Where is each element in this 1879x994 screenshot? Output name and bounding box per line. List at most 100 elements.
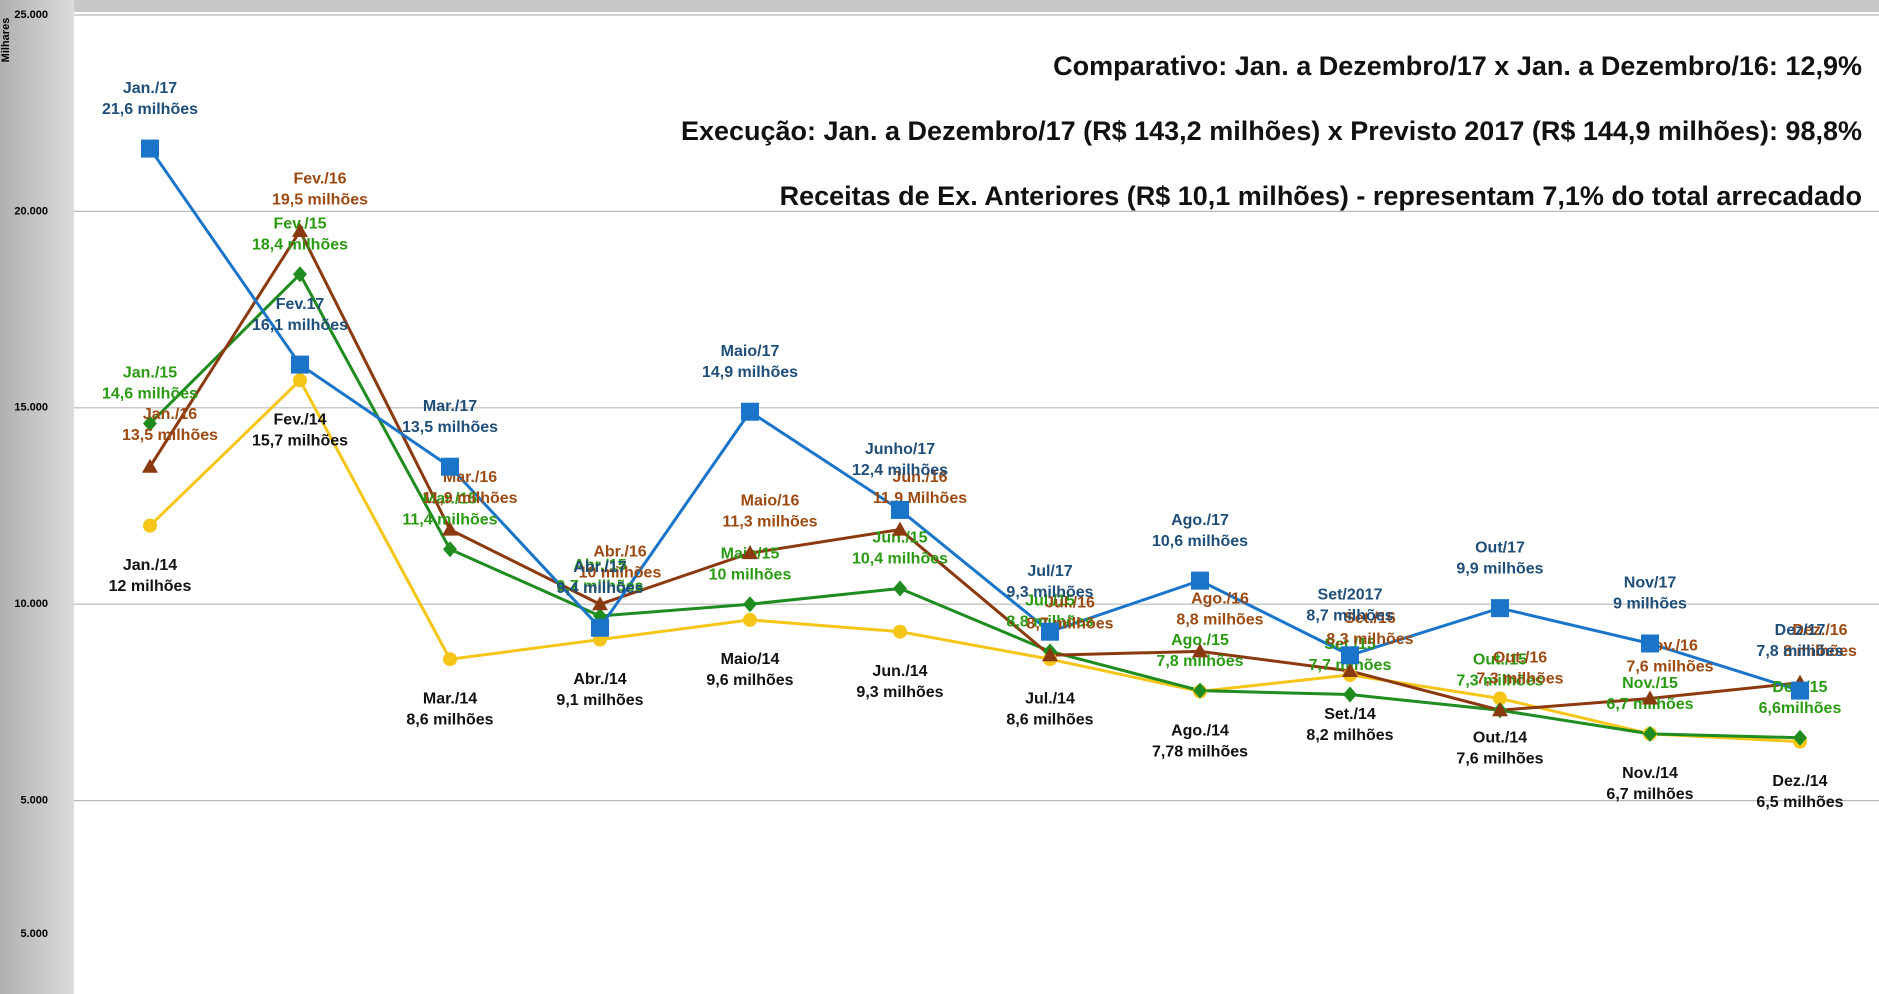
marker (1793, 729, 1807, 746)
marker (443, 652, 457, 667)
y-tick-label: 15.000 (14, 402, 48, 414)
data-label: 19,5 milhões (272, 191, 368, 208)
axis-panel (0, 0, 74, 994)
marker (1492, 702, 1508, 717)
point-name: Maio/16 (741, 492, 800, 509)
series-line (148, 147, 1801, 693)
point-name: Out/17 (1475, 539, 1525, 556)
point-name: Nov/17 (1624, 575, 1677, 592)
point-name: Fev.17 (276, 296, 325, 313)
marker (741, 402, 759, 421)
data-label: 15,7 milhões (252, 433, 348, 450)
plot-area (74, 12, 1879, 994)
marker (591, 618, 609, 637)
data-label: 9 milhões (1613, 596, 1687, 613)
data-label: 21,6 milhões (102, 101, 198, 118)
marker (442, 521, 458, 536)
data-label: 9,9 milhões (1456, 560, 1543, 577)
point-name: Jun./14 (872, 663, 927, 680)
point-name: Fev./14 (273, 412, 326, 429)
marker (293, 266, 307, 283)
marker (1191, 571, 1209, 590)
data-label: 6,6milhões (1759, 700, 1842, 717)
point-name: Set/2017 (1318, 586, 1383, 603)
data-label: 7,8 milhões (1756, 643, 1843, 660)
point-name: Mar./17 (423, 398, 477, 415)
marker (292, 223, 308, 238)
marker (1042, 647, 1058, 662)
point-name: Out./15 (1473, 651, 1527, 668)
marker (1342, 662, 1358, 677)
data-label: 6,7 milhões (1606, 786, 1693, 803)
data-label: 9,3 milhões (856, 684, 943, 701)
y-tick-label: 5.000 (20, 928, 48, 940)
point-name: Set./16 (1344, 610, 1396, 627)
data-label: 8 milhões (1783, 643, 1857, 660)
point-name: Dez./16 (1792, 622, 1847, 639)
marker (1642, 690, 1658, 705)
y-tick-label: 10.000 (14, 598, 48, 610)
point-name: Jan./14 (123, 557, 177, 574)
point-name: Ago./14 (1171, 723, 1229, 740)
data-label: 11,9 Milhões (873, 490, 967, 507)
point-name: Abr./14 (573, 671, 626, 688)
series-line (148, 271, 1801, 740)
marker (743, 612, 757, 627)
point-name: Set./14 (1324, 706, 1376, 723)
data-label: 10 milhões (579, 564, 662, 581)
data-label: 13,5 milhões (122, 427, 218, 444)
point-name: Dez./14 (1772, 773, 1827, 790)
point-name: Out./14 (1473, 730, 1527, 747)
point-name: Jul./14 (1025, 690, 1075, 707)
point-name: Nov./15 (1622, 675, 1678, 692)
point-name: Set./15 (1324, 636, 1376, 653)
data-label: 11,9 milhões (422, 490, 517, 507)
point-name: Out./16 (1493, 649, 1547, 666)
data-label: 12 milhões (109, 578, 192, 595)
data-label: 9,1 milhões (556, 692, 643, 709)
point-name: Jul./15 (1025, 593, 1075, 610)
data-label: 14,6 milhões (102, 386, 198, 403)
data-label: 12,4 milhões (852, 462, 948, 479)
data-label: 18,4 milhões (252, 236, 348, 253)
data-label: 16,1 milhões (252, 317, 348, 334)
marker (743, 596, 757, 613)
point-name: Jun./15 (872, 530, 927, 547)
y-tick-label: 25.000 (14, 9, 48, 21)
data-label: 8,6 milhões (1006, 711, 1093, 728)
point-name: Abr./16 (593, 543, 646, 560)
point-name: Junho/17 (865, 441, 935, 458)
data-label: 7,6 milhões (1456, 751, 1543, 768)
data-label: 10,6 milhões (1152, 533, 1248, 550)
annotation: Execução: Jan. a Dezembro/17 (R$ 143,2 m… (681, 116, 1862, 146)
marker (892, 521, 908, 536)
data-label: 9,7 milhões (556, 578, 643, 595)
point-name: Mar./14 (423, 690, 477, 707)
data-label: 14,9 milhões (702, 364, 798, 381)
point-name: Jan./15 (123, 365, 177, 382)
marker (891, 500, 909, 519)
point-name: Maio/14 (721, 651, 780, 668)
point-name: Ago./15 (1171, 632, 1229, 649)
series-line (148, 377, 1801, 744)
annotation: Comparativo: Jan. a Dezembro/17 x Jan. a… (1053, 51, 1862, 81)
point-name: Nov./14 (1622, 765, 1678, 782)
data-label: 8,7 milhões (1026, 615, 1113, 632)
point-name: Jan./17 (123, 80, 177, 97)
data-label: 7,8 milhões (1156, 653, 1243, 670)
y-tick-label: 20.000 (14, 205, 48, 217)
marker (1192, 643, 1208, 658)
data-label: 7,3 milhões (1476, 670, 1563, 687)
point-name: Maio/17 (721, 343, 780, 360)
point-name: Ago./17 (1171, 512, 1229, 529)
marker (291, 355, 309, 374)
data-label: 8,8 milhões (1176, 612, 1263, 629)
marker (143, 518, 157, 533)
data-label: 11,4 milhões (402, 511, 497, 528)
point-name: Abr./15 (573, 557, 626, 574)
marker (1643, 725, 1657, 742)
data-label: 6,7 milhões (1606, 696, 1693, 713)
series-line (148, 228, 1801, 712)
marker (893, 580, 907, 597)
marker (143, 415, 157, 432)
